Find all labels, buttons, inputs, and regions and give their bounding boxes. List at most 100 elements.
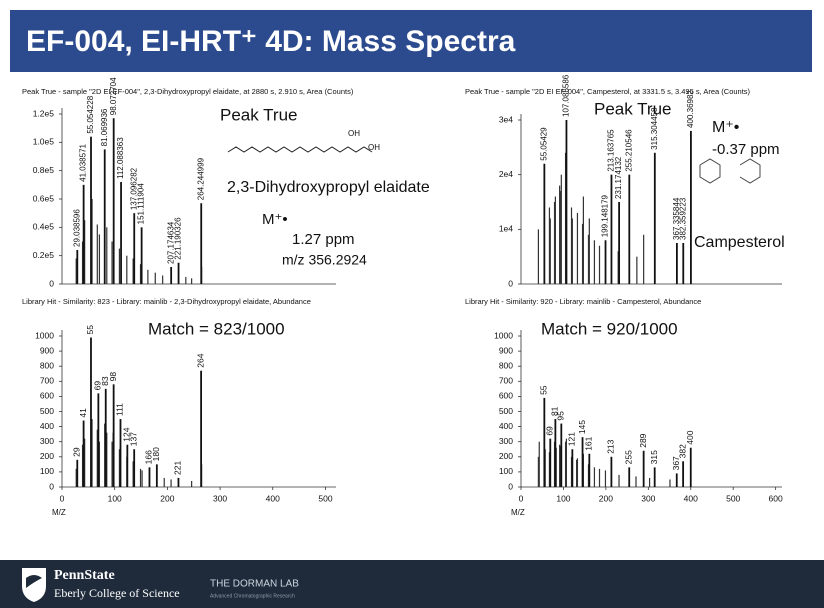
annotation: Peak True bbox=[594, 99, 672, 118]
peak bbox=[576, 212, 579, 284]
peak bbox=[588, 453, 591, 487]
peak bbox=[139, 468, 142, 487]
x-tick-label: 200 bbox=[160, 493, 174, 503]
y-tick-label: 3e4 bbox=[499, 114, 513, 124]
y-tick-label: 0 bbox=[49, 278, 54, 288]
annotation: m/z 356.2924 bbox=[282, 252, 367, 268]
peak-label: 121 bbox=[567, 432, 577, 446]
y-tick-label: 200 bbox=[40, 451, 54, 461]
peak bbox=[648, 477, 651, 487]
annotation: Match = 823/1000 bbox=[148, 319, 285, 338]
footer-band bbox=[0, 560, 824, 608]
peak bbox=[610, 456, 613, 487]
peak bbox=[84, 220, 86, 284]
peak-label: 55 bbox=[85, 325, 95, 335]
peak bbox=[90, 136, 92, 284]
y-tick-label: 800 bbox=[40, 360, 54, 370]
peak-label: 367.335844 bbox=[672, 197, 681, 240]
x-tick-label: 600 bbox=[769, 493, 783, 503]
y-tick-label: 400 bbox=[499, 421, 513, 431]
x-tick-label: 0 bbox=[60, 493, 65, 503]
peak bbox=[118, 449, 121, 487]
peak-label: 55.054228 bbox=[86, 95, 95, 133]
peak bbox=[653, 467, 656, 487]
peak bbox=[642, 450, 645, 487]
footer-lab: THE DORMAN LAB bbox=[210, 579, 299, 590]
peak-label: 55 bbox=[539, 385, 549, 395]
peak bbox=[635, 476, 637, 487]
peak bbox=[191, 480, 193, 487]
x-axis-label: M/Z bbox=[52, 508, 66, 517]
peak bbox=[690, 130, 692, 284]
y-tick-label: 0.8e5 bbox=[33, 165, 55, 175]
y-tick-label: 1.0e5 bbox=[33, 137, 55, 147]
y-tick-label: 1.2e5 bbox=[33, 108, 55, 118]
y-tick-label: 1e4 bbox=[499, 224, 513, 234]
peak bbox=[548, 207, 551, 284]
peak bbox=[565, 438, 568, 487]
peak bbox=[81, 444, 84, 487]
peak-label: 166 bbox=[144, 450, 154, 464]
peak bbox=[200, 203, 203, 284]
peak-label: 112.088363 bbox=[116, 137, 125, 179]
peak bbox=[588, 218, 590, 284]
peak bbox=[200, 370, 203, 487]
x-tick-label: 200 bbox=[599, 493, 613, 503]
peak bbox=[133, 449, 136, 487]
x-tick-label: 400 bbox=[684, 493, 698, 503]
peak bbox=[669, 479, 671, 487]
peak-label: 83 bbox=[100, 376, 110, 386]
peak-label: 95 bbox=[556, 411, 566, 421]
peak bbox=[170, 267, 173, 284]
peak bbox=[111, 241, 113, 284]
logo-shield bbox=[22, 568, 46, 602]
y-tick-label: 0 bbox=[508, 278, 513, 288]
peak bbox=[126, 444, 129, 487]
y-tick-label: 600 bbox=[499, 391, 513, 401]
peak-label: 69 bbox=[545, 426, 555, 436]
header-band bbox=[10, 10, 812, 72]
annotation: Match = 920/1000 bbox=[541, 319, 678, 338]
peak bbox=[537, 456, 539, 487]
peak bbox=[98, 234, 101, 284]
peak bbox=[133, 213, 136, 284]
peak-label: 400.36982 bbox=[686, 90, 695, 128]
peak bbox=[593, 467, 596, 487]
peak-label: 213 bbox=[606, 439, 616, 453]
peak bbox=[564, 441, 567, 487]
peak bbox=[537, 229, 539, 284]
y-tick-label: 500 bbox=[40, 406, 54, 416]
y-tick-label: 400 bbox=[40, 421, 54, 431]
y-tick-label: 500 bbox=[499, 406, 513, 416]
peak bbox=[91, 199, 93, 284]
footer-brand: PennState bbox=[54, 568, 115, 583]
annotation: -0.37 ppm bbox=[712, 141, 780, 158]
peak bbox=[653, 152, 656, 284]
peak bbox=[119, 419, 122, 487]
peak bbox=[582, 196, 584, 284]
y-tick-label: 2e4 bbox=[499, 169, 513, 179]
peak-label: 29 bbox=[72, 447, 82, 457]
annotation: OH bbox=[368, 143, 380, 152]
y-tick-label: 200 bbox=[499, 451, 513, 461]
peak bbox=[559, 444, 561, 487]
structure-elaidate bbox=[227, 146, 373, 153]
peak bbox=[643, 234, 645, 284]
peak bbox=[598, 468, 601, 487]
annotation: Campesterol bbox=[694, 234, 785, 251]
y-tick-label: 0 bbox=[49, 481, 54, 491]
y-tick-label: 800 bbox=[499, 360, 513, 370]
peak bbox=[84, 438, 86, 487]
peak bbox=[689, 447, 692, 487]
peak bbox=[570, 207, 573, 284]
peak bbox=[75, 468, 77, 487]
peak bbox=[104, 388, 107, 487]
peak bbox=[576, 458, 579, 487]
peak bbox=[185, 276, 187, 284]
y-tick-label: 0 bbox=[508, 481, 513, 491]
peak bbox=[98, 441, 101, 487]
peak-label: 180 bbox=[151, 447, 161, 461]
peak-label: 41 bbox=[78, 408, 88, 418]
